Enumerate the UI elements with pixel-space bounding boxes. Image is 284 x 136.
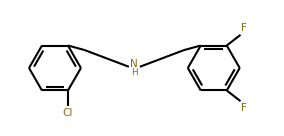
Text: N: N bbox=[130, 59, 138, 69]
Text: Cl: Cl bbox=[63, 108, 73, 118]
Text: H: H bbox=[131, 68, 138, 77]
Text: F: F bbox=[241, 23, 247, 33]
Text: F: F bbox=[241, 103, 247, 113]
